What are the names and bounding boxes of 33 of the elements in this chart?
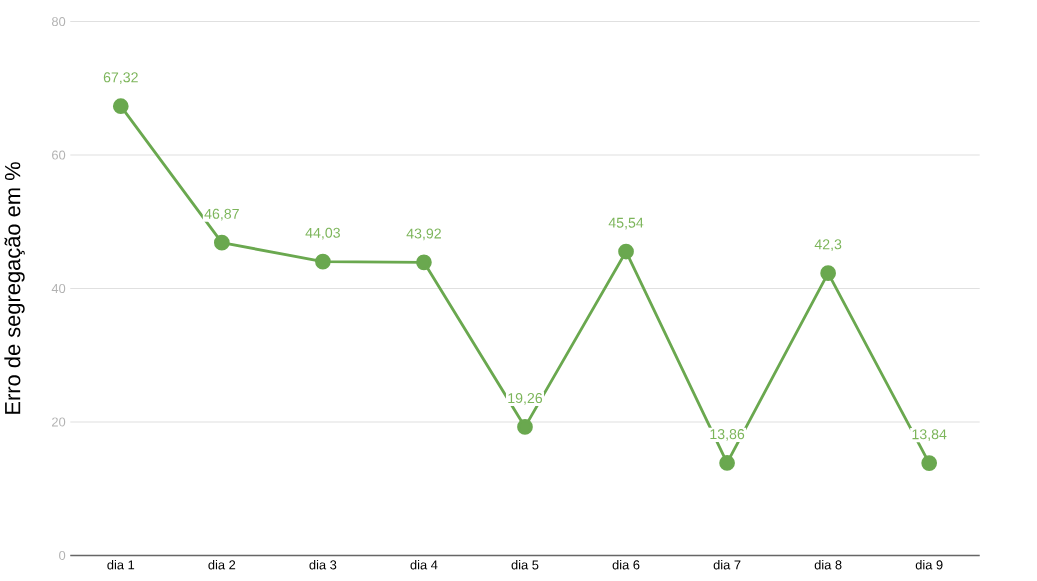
point bbox=[921, 455, 938, 471]
y-tick-label: 60 bbox=[52, 150, 66, 160]
y-tick-label: 20 bbox=[52, 417, 66, 427]
data-label: 44,03 bbox=[305, 227, 340, 240]
data-label: 19,26 bbox=[508, 392, 543, 405]
point bbox=[416, 254, 432, 271]
x-tick-label: dia 3 bbox=[309, 559, 337, 570]
x-tick-label: dia 8 bbox=[814, 559, 842, 570]
x-tick-label: dia 5 bbox=[511, 559, 539, 570]
point bbox=[517, 418, 533, 435]
data-label: 43,92 bbox=[406, 228, 441, 241]
point bbox=[315, 253, 331, 270]
data-label: 13,84 bbox=[912, 429, 947, 441]
data-label: 45,54 bbox=[608, 217, 644, 230]
x-tick-label: dia 7 bbox=[713, 559, 741, 570]
point bbox=[618, 243, 634, 260]
y-axis-title: Erro de segregação em % bbox=[4, 162, 25, 414]
data-label: 42,3 bbox=[814, 239, 842, 251]
x-tick-label: dia 6 bbox=[612, 559, 640, 570]
x-tick-label: dia 9 bbox=[915, 559, 943, 570]
point bbox=[213, 234, 230, 251]
x-tick-label: dia 1 bbox=[107, 559, 135, 570]
y-tick-label: 40 bbox=[51, 283, 66, 293]
point bbox=[719, 455, 735, 471]
point bbox=[820, 265, 836, 281]
x-tick-label: dia 2 bbox=[208, 559, 236, 570]
y-tick-label: 80 bbox=[51, 16, 66, 27]
point bbox=[112, 98, 129, 114]
data-label: 13,86 bbox=[710, 429, 745, 441]
y-tick-label: 0 bbox=[59, 550, 66, 560]
data-label: 46,87 bbox=[204, 208, 239, 221]
x-tick-label: dia 4 bbox=[410, 559, 438, 570]
data-label: 67,32 bbox=[103, 72, 138, 84]
